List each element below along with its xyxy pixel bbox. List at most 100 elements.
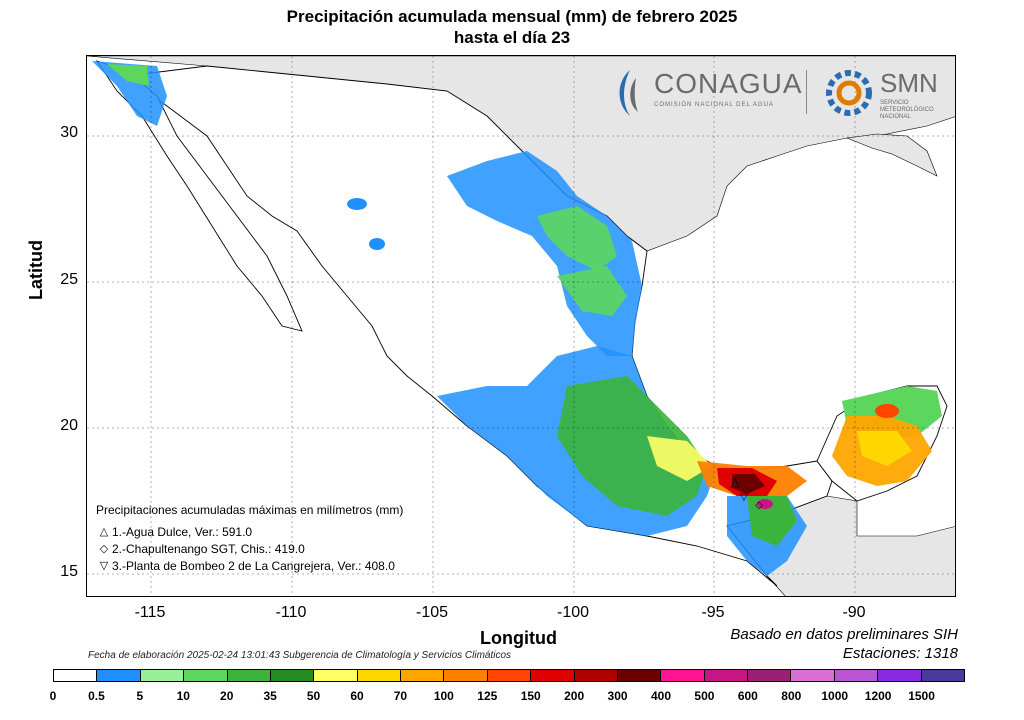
rain-green-4 [107,64,149,86]
color-scale-label: 20 [220,689,234,703]
stations-count: Estaciones: 1318 [842,645,958,662]
x-axis-label: Longitud [480,628,557,648]
rain-magenta-spot [757,499,773,509]
color-scale-label: 1500 [908,689,935,703]
conagua-logo-icon [619,70,638,116]
smn-logo-subtitle: SERVICIO METEOROLÓGICO NACIONAL [880,100,934,120]
rain-yellow-yucatan [857,431,912,466]
rain-zone-baja-north [92,61,167,126]
color-scale-label: 800 [781,689,802,703]
color-scale-label: 300 [607,689,628,703]
color-scale-segment [617,670,662,681]
map-frame: △ ◇ ▽ [86,55,956,597]
y-axis-label: Latitud [26,240,46,300]
color-scale-label: 60 [350,689,364,703]
rain-dark-red [732,474,765,494]
legend-item-text: 2.-Chapultenango SGT, Chis.: 419.0 [112,541,305,556]
color-scale-label: 100 [433,689,454,703]
color-scale-segment [791,670,835,681]
rain-green-1 [537,206,617,271]
color-scale-label: 125 [477,689,498,703]
color-scale-label: 5 [136,689,144,703]
color-scale-segment [661,670,705,681]
x-tick-100: -100 [556,604,590,621]
station-marker-2: ◇ [755,500,763,511]
conagua-logo-text: CONAGUA [654,68,803,99]
color-scale-segment [921,670,964,681]
legend-item: ◇ 2.-Chapultenango SGT, Chis.: 419.0 [96,540,403,557]
conagua-logo-subtitle: COMISIÓN NACIONAL DEL AGUA [654,102,774,108]
station-marker-3: ▽ [740,492,748,503]
legend-item: △ 1.-Agua Dulce, Ver.: 591.0 [96,523,403,540]
color-scale-label: 150 [520,689,541,703]
y-tick-20: 20 [60,417,78,434]
map-canvas: △ ◇ ▽ [87,56,955,596]
color-scale-bar [53,669,965,682]
color-scale-segment [531,670,575,681]
legend-item-text: 1.-Agua Dulce, Ver.: 591.0 [112,524,253,539]
color-scale-segment [97,670,141,681]
color-scale-label: 35 [263,689,277,703]
triangle-up-icon: △ [99,526,109,538]
legend-title: Precipitaciones acumuladas máximas en mi… [96,503,404,517]
rain-red-yucatan [875,404,899,418]
color-scale-segment [54,670,98,681]
smn-logo-icon [826,70,872,116]
color-scale-segment [748,670,792,681]
chart-title: Precipitación acumulada mensual (mm) de … [0,6,1024,48]
color-scale-segment [878,670,922,681]
color-scale-label: 0 [49,689,57,703]
legend-item-text: 3.-Planta de Bombeo 2 de La Cangrejera, … [112,558,395,573]
color-scale-segment [140,670,185,681]
x-tick-95: -95 [701,604,725,621]
rain-green-2 [557,266,627,316]
color-scale-label: 0.5 [88,689,105,703]
color-scale-label: 400 [650,689,672,703]
legend-item: ▽ 3.-Planta de Bombeo 2 de La Cangrejera… [96,557,403,574]
color-scale-segment [184,670,228,681]
y-tick-30: 30 [60,124,78,141]
y-tick-25: 25 [60,271,78,288]
color-scale-segment [444,670,488,681]
color-scale-label: 600 [737,689,758,703]
color-scale-segment [270,670,315,681]
data-source-note: Basado en datos preliminares SIH [730,626,958,643]
diamond-icon: ◇ [99,543,109,555]
color-scale-segment [227,670,271,681]
color-scale-segment [401,670,445,681]
logo-divider [806,70,807,114]
x-tick-105: -105 [415,604,449,621]
x-tick-90: -90 [842,604,866,621]
rain-green-3 [557,376,707,516]
smn-logo-text: SMN [880,68,938,98]
grid-lines [87,56,955,596]
color-scale-segment [314,670,358,681]
baja-california [95,60,303,332]
logos-block: CONAGUA COMISIÓN NACIONAL DEL AGUA SMN S… [610,62,950,122]
station-legend: Precipitaciones acumuladas máximas en mi… [96,503,403,574]
rain-yellow-1 [647,436,712,481]
florida-landmass [845,133,938,177]
credit-line: Fecha de elaboración 2025-02-24 13:01:43… [88,650,512,661]
color-scale-label: 200 [564,689,585,703]
color-scale-label: 70 [393,689,408,703]
color-scale-label: 500 [694,689,715,703]
x-tick-115: -115 [134,604,166,621]
y-tick-15: 15 [60,563,78,580]
color-scale-segment [487,670,532,681]
title-line-1: Precipitación acumulada mensual (mm) de … [286,7,738,26]
rain-spot-2 [369,238,385,250]
color-scale-segment [704,670,748,681]
station-marker-1: △ [730,475,740,489]
rain-spot-1 [347,198,367,210]
color-scale-segment [357,670,401,681]
color-scale-label: 10 [176,689,190,703]
triangle-down-icon: ▽ [99,560,109,572]
rain-green-5 [747,496,797,546]
color-scale-segment [574,670,618,681]
color-scale-label: 1000 [821,689,849,703]
color-scale-label: 1200 [864,689,892,703]
x-tick-110: -110 [275,604,307,621]
title-line-2: hasta el día 23 [453,28,571,47]
color-scale-label: 50 [306,689,321,703]
